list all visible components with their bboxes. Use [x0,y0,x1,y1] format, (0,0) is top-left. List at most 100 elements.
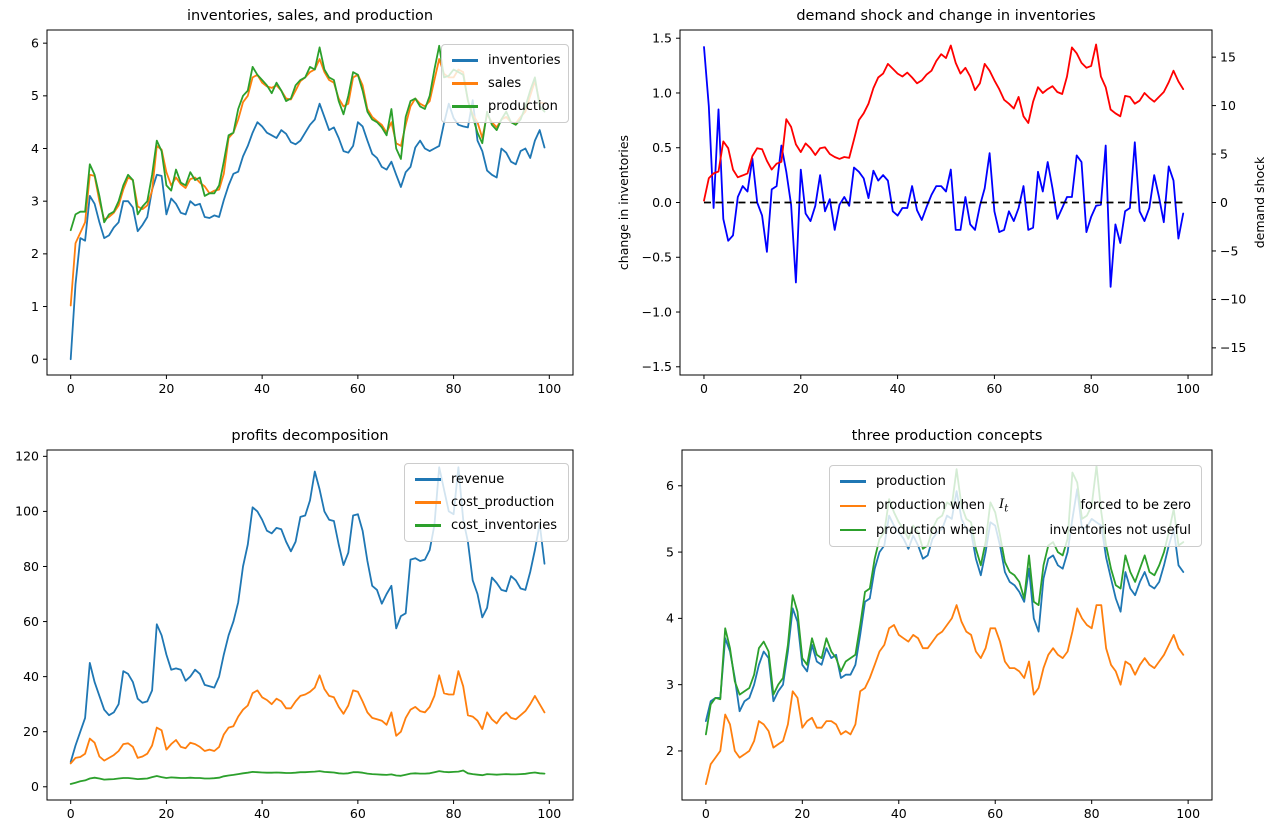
legend-label-production: production [488,99,558,114]
legend-item: sales [452,76,558,91]
chart-title: inventories, sales, and production [187,8,433,24]
x-tick-label: 60 [986,381,1002,396]
y-tick-label-right: 5 [1220,146,1228,161]
y-tick-label: 0.0 [652,195,672,210]
x-tick-label: 20 [158,806,174,821]
chart-title: demand shock and change in inventories [796,8,1095,24]
x-tick-label: 100 [537,806,561,821]
x-tick-label: 40 [891,806,907,821]
legend-label-revenue: revenue [451,472,505,487]
y-tick-label: −1.5 [642,359,672,374]
series-line-cost-inventories [69,769,546,785]
y-tick-label: 0 [31,351,39,366]
legend-swatch-inventories [452,59,478,62]
axes-frame [46,449,574,801]
x-tick-label: 0 [67,806,75,821]
y-tick-label: 1 [31,299,39,314]
y-tick-label-right: −5 [1220,243,1238,258]
legend-label-pre: production when [876,522,986,538]
y-tick-label: 3 [666,677,674,692]
x-tick-label: 20 [793,381,809,396]
x-tick-label: 100 [537,381,561,396]
series-line-demand-shock [703,43,1185,202]
series-line-inventories [69,99,546,361]
legend-swatch-cost-inventories [415,524,441,527]
series-line-production-when-it-forced-to-be-zero [705,604,1185,786]
legend-item: revenue [415,472,558,487]
x-tick-label: 20 [158,381,174,396]
series-line-change-in-inventories [703,46,1185,288]
y-tick-label: 80 [23,559,39,574]
y-tick-label-right: 15 [1220,49,1236,64]
legend-swatch-cost-production [415,501,441,504]
y-tick-label: 0.5 [652,140,672,155]
legend-item: cost_inventories [415,518,558,533]
y-tick-label-right: 10 [1220,98,1236,113]
x-tick-label: 0 [67,381,75,396]
y-tick-label: 1.5 [652,31,672,46]
y-tick-label: 60 [23,614,39,629]
chart-demand-shock-and-change-in-inventories: 0 20 40 60 80 100 1.5 1.0 0.5 0.0 −0.5 −1.0 −1.5 15 10… [616,0,1277,417]
legend-label-production: production [876,474,946,489]
y-tick-label: −1.0 [642,304,672,319]
chart-three-production-concepts: 0 20 40 60 80 100 2 3 4 5 6 three production concep… [638,417,1277,834]
legend-item: production [452,99,558,114]
legend-item: inventories [452,53,561,68]
axes-frame [46,29,574,376]
legend-label-post: inventories not useful [1049,522,1191,538]
legend-profits-decomposition: revenue cost_production cost_inventories [404,463,569,542]
x-tick-label: 60 [350,381,366,396]
chart-profits-decomposition: 0 20 40 60 80 100 0 20 40 60 80 100 120 profits decom… [0,417,638,834]
x-tick-label: 100 [1176,806,1200,821]
chart-title: three production concepts [852,428,1043,444]
legend-item: cost_production [415,495,558,510]
y-tick-label-right: 0 [1220,195,1228,210]
y-tick-label: 2 [666,743,674,758]
legend-swatch-production-no-inventories [840,528,866,532]
y-tick-label: 100 [15,504,39,519]
legend-inventories-sales-production: inventories sales production [441,44,569,123]
y-axis-label-left: change in inventories [616,135,631,270]
legend-swatch-production-forced-zero [840,504,866,508]
legend-three-production-concepts: production production when It forced to … [829,465,1202,547]
legend-swatch-production [840,480,866,483]
y-tick-label: 5 [31,88,39,103]
legend-swatch-production [452,105,478,108]
math-symbol-It: It [999,497,1009,515]
x-tick-label: 40 [890,381,906,396]
y-tick-label: 1.0 [652,85,672,100]
x-tick-label: 60 [350,806,366,821]
y-tick-label: 2 [31,246,39,261]
legend-item: production when inventories not useful [840,523,1191,538]
y-tick-label: −0.5 [642,250,672,265]
legend-label-inventories: inventories [488,53,561,68]
legend-swatch-revenue [415,478,441,481]
x-tick-label: 100 [1176,381,1200,396]
plot-canvas-inventories: 0 20 40 60 80 100 0 1 2 3 4 5 6 inventories, sales, a… [31,8,574,396]
legend-label-pre: production when [876,498,986,514]
legend-item: production when It forced to be zero [840,497,1191,515]
legend-swatch-sales [452,82,478,85]
x-tick-label: 60 [987,806,1003,821]
legend-label-sales: sales [488,76,522,91]
x-tick-label: 80 [1083,381,1099,396]
y-tick-label: 20 [23,724,39,739]
series-line-cost-production [69,670,546,765]
y-tick-label: 4 [666,611,674,626]
y-tick-label: 6 [31,35,39,50]
y-tick-label: 3 [31,193,39,208]
y-tick-label-right: −15 [1220,340,1246,355]
x-tick-label: 40 [254,381,270,396]
legend-item: production [840,474,1191,489]
legend-label-cost-inventories: cost_inventories [451,518,558,533]
y-tick-label: 120 [15,449,39,464]
x-tick-label: 20 [794,806,810,821]
chart-inventories-sales-production: 0 20 40 60 80 100 0 1 2 3 4 5 6 inventories, sales, a… [0,0,638,417]
y-tick-label-right: −10 [1220,292,1246,307]
legend-label-cost-production: cost_production [451,495,555,510]
y-tick-label: 6 [666,478,674,493]
x-tick-label: 40 [254,806,270,821]
y-tick-label: 40 [23,669,39,684]
x-tick-label: 80 [1084,806,1100,821]
